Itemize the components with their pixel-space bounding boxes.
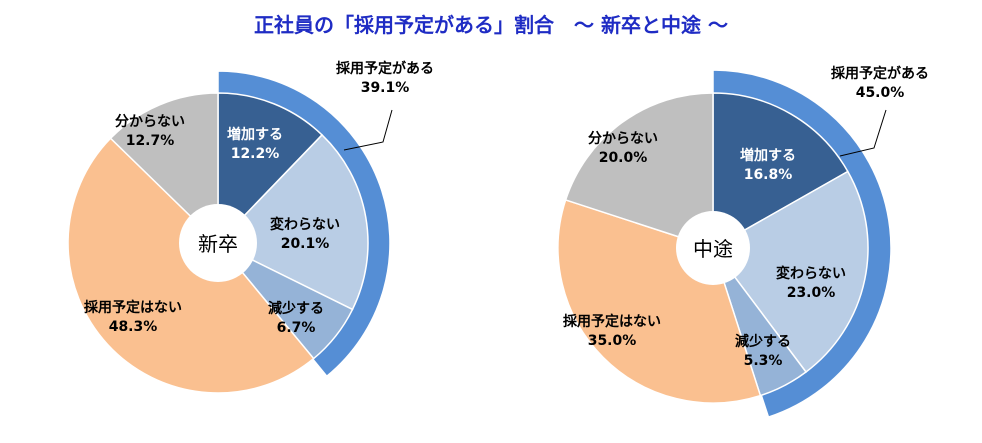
pie-center [179,204,257,282]
slice-label: 分からない 12.7% [115,114,185,149]
outer-ring-label: 採用予定がある 39.1% [336,60,434,96]
outer-ring-label: 採用予定がある 45.0% [831,65,929,101]
pie-slice [109,92,219,245]
pie-chart-2: 中途 増加する 16.8% 変わらない 23.0% 減少する 5.3% 採用予定はない 35.0… [557,65,929,419]
slice-label: 変わらない 20.1% [270,216,340,252]
slice-label: 分からない 20.0% [588,131,658,166]
callout-line [343,109,393,151]
pie-chart-1: 新卒 増加する 12.2% 変わらない 20.1% 減少する 6.7% 採用予定はない 48.3… [67,60,434,394]
pie-group: 新卒 増加する 12.2% 変わらない 20.1% 減少する 6.7% 採用予定はない 48.3… [67,60,929,419]
slice-label: 増加する 12.2% [227,126,283,162]
slice-label: 減少する 5.3% [735,333,791,369]
pie-center [676,211,750,285]
chart-title: 正社員の「採用予定がある」割合 ～ 新卒と中途 ～ [254,13,728,37]
pie-slice [564,92,714,250]
slice-label: 採用予定はない 48.3% [84,299,182,335]
slice-label: 採用予定はない 35.0% [563,313,661,349]
pie-slice [217,92,324,245]
pie-center-label: 新卒 [198,232,238,256]
callout-line [839,109,887,157]
pie-center-label: 中途 [693,237,733,261]
slice-label: 減少する 6.7% [268,300,324,336]
slice-label: 増加する 16.8% [740,147,796,183]
slice-label: 変わらない 23.0% [776,265,846,301]
pie-slice [712,92,849,250]
pie-slice [216,133,369,311]
pie-slice [711,170,869,374]
